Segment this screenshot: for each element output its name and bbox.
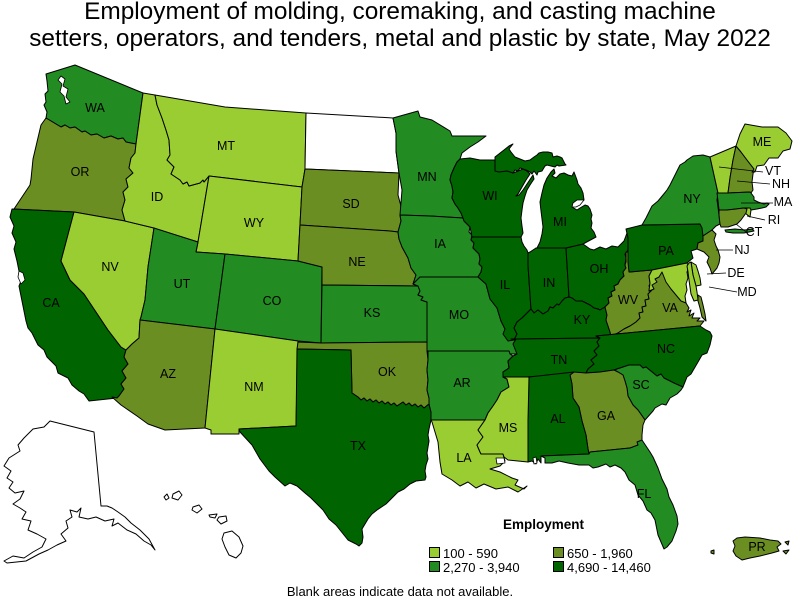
svg-text:IL: IL: [500, 278, 510, 292]
svg-text:AZ: AZ: [160, 367, 176, 381]
svg-text:WY: WY: [244, 216, 265, 230]
svg-text:UT: UT: [174, 277, 191, 291]
svg-text:MI: MI: [553, 215, 567, 229]
svg-text:MA: MA: [774, 195, 793, 209]
svg-text:MO: MO: [449, 308, 469, 322]
svg-text:NH: NH: [772, 177, 790, 191]
svg-text:CT: CT: [746, 225, 763, 239]
svg-text:NY: NY: [683, 192, 701, 206]
svg-text:FL: FL: [637, 487, 652, 501]
svg-text:PR: PR: [748, 540, 765, 554]
svg-text:NV: NV: [101, 260, 119, 274]
svg-text:DE: DE: [727, 266, 744, 280]
svg-text:CA: CA: [42, 296, 60, 310]
svg-text:PA: PA: [658, 244, 674, 258]
svg-text:IA: IA: [434, 237, 446, 251]
svg-text:NM: NM: [244, 380, 263, 394]
svg-text:AR: AR: [453, 376, 470, 390]
svg-text:TX: TX: [350, 439, 367, 453]
svg-text:OH: OH: [590, 262, 609, 276]
svg-text:OK: OK: [378, 365, 397, 379]
svg-text:VA: VA: [662, 301, 678, 315]
svg-text:VT: VT: [765, 164, 781, 178]
svg-text:CO: CO: [263, 294, 282, 308]
svg-text:ID: ID: [151, 190, 164, 204]
svg-text:OR: OR: [71, 165, 90, 179]
svg-text:MN: MN: [417, 170, 436, 184]
svg-text:NE: NE: [348, 255, 365, 269]
svg-text:ME: ME: [753, 135, 772, 149]
svg-text:WA: WA: [85, 101, 105, 115]
svg-text:SC: SC: [632, 378, 649, 392]
svg-text:IN: IN: [543, 276, 556, 290]
svg-text:MD: MD: [737, 285, 756, 299]
svg-text:NJ: NJ: [734, 243, 749, 257]
svg-text:GA: GA: [597, 409, 616, 423]
svg-text:WV: WV: [618, 293, 639, 307]
svg-text:SD: SD: [342, 197, 359, 211]
svg-text:WI: WI: [482, 189, 497, 203]
svg-text:RI: RI: [768, 213, 781, 227]
svg-text:KS: KS: [364, 306, 381, 320]
svg-text:LA: LA: [456, 451, 472, 465]
svg-text:AL: AL: [550, 412, 565, 426]
svg-text:NC: NC: [657, 342, 675, 356]
svg-text:TN: TN: [551, 353, 568, 367]
svg-text:MS: MS: [499, 421, 518, 435]
svg-text:KY: KY: [574, 313, 591, 327]
svg-text:MT: MT: [217, 139, 235, 153]
